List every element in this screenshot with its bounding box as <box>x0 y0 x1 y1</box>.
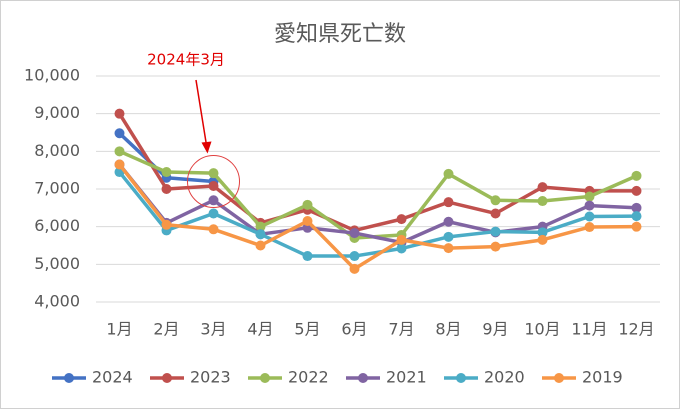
data-point <box>631 211 642 222</box>
annotation-arrow <box>195 79 209 152</box>
data-point <box>208 168 219 179</box>
data-point <box>208 180 219 191</box>
annotation: 2024年3月 <box>147 51 225 69</box>
data-point <box>537 196 548 207</box>
data-point <box>631 170 642 181</box>
y-tick-label: 6,000 <box>34 216 80 235</box>
data-point <box>255 240 266 251</box>
x-tick-label: 2月 <box>153 320 179 339</box>
data-point <box>490 226 501 237</box>
data-point <box>349 263 360 274</box>
data-point <box>537 227 548 238</box>
data-point <box>208 208 219 219</box>
data-point <box>490 241 501 252</box>
data-point <box>161 219 172 230</box>
data-point <box>114 146 125 157</box>
data-point <box>537 182 548 193</box>
x-tick-label: 8月 <box>435 320 461 339</box>
data-point <box>584 191 595 202</box>
legend-marker <box>64 373 74 383</box>
data-point <box>443 216 454 227</box>
chart-title: 愛知県死亡数 <box>274 22 406 47</box>
x-tick-label: 5月 <box>294 320 320 339</box>
data-point <box>349 228 360 239</box>
data-point <box>255 229 266 240</box>
legend-label: 2019 <box>582 368 623 387</box>
data-point <box>208 224 219 235</box>
data-point <box>302 251 313 262</box>
y-tick-label: 5,000 <box>34 254 80 273</box>
data-point <box>114 159 125 170</box>
x-tick-label: 10月 <box>524 320 560 339</box>
data-point <box>537 234 548 245</box>
series-line <box>118 170 637 258</box>
data-point <box>114 128 125 139</box>
series-line <box>118 163 637 271</box>
x-tick-label: 9月 <box>482 320 508 339</box>
data-point <box>396 234 407 245</box>
data-point <box>396 243 407 254</box>
legend-label: 2021 <box>386 368 427 387</box>
y-tick-label: 4,000 <box>34 292 80 311</box>
data-point <box>161 184 172 194</box>
data-point <box>396 214 407 225</box>
data-point <box>490 208 501 219</box>
legend-marker <box>554 373 564 383</box>
y-tick-label: 8,000 <box>34 141 80 160</box>
data-point <box>631 185 642 196</box>
data-point <box>208 195 219 206</box>
x-tick-label: 12月 <box>618 320 654 339</box>
data-point <box>302 199 313 210</box>
x-tick-label: 4月 <box>247 320 273 339</box>
legend-label: 2023 <box>190 368 231 387</box>
data-point <box>443 168 454 179</box>
y-tick-label: 7,000 <box>34 179 80 198</box>
x-tick-label: 6月 <box>341 320 367 339</box>
legend-marker <box>260 373 270 383</box>
data-point <box>114 108 125 119</box>
data-point <box>255 221 266 232</box>
data-point <box>631 202 642 213</box>
legend-label: 2024 <box>92 368 133 387</box>
data-point <box>631 221 642 232</box>
data-point <box>584 222 595 233</box>
legend-marker <box>358 373 368 383</box>
series-line <box>118 112 637 233</box>
annotation-arrowhead <box>201 141 212 154</box>
x-tick-label: 3月 <box>200 320 226 339</box>
y-tick-label: 9,000 <box>34 103 80 122</box>
legend-marker <box>162 373 172 383</box>
legend-label: 2020 <box>484 368 525 387</box>
data-point <box>443 197 454 208</box>
data-point <box>443 243 454 254</box>
data-point <box>349 251 360 262</box>
data-point <box>161 167 172 178</box>
annotation-circle <box>187 154 240 208</box>
x-tick-label: 1月 <box>106 320 132 339</box>
x-tick-label: 7月 <box>388 320 414 339</box>
data-point <box>584 211 595 222</box>
data-point <box>584 200 595 211</box>
data-point <box>443 231 454 242</box>
series-line <box>118 163 637 245</box>
legend-marker <box>456 373 466 383</box>
data-point <box>490 195 501 206</box>
legend-label: 2022 <box>288 368 329 387</box>
data-point <box>302 216 313 227</box>
y-tick-label: 10,000 <box>24 66 80 85</box>
x-tick-label: 11月 <box>571 320 607 339</box>
